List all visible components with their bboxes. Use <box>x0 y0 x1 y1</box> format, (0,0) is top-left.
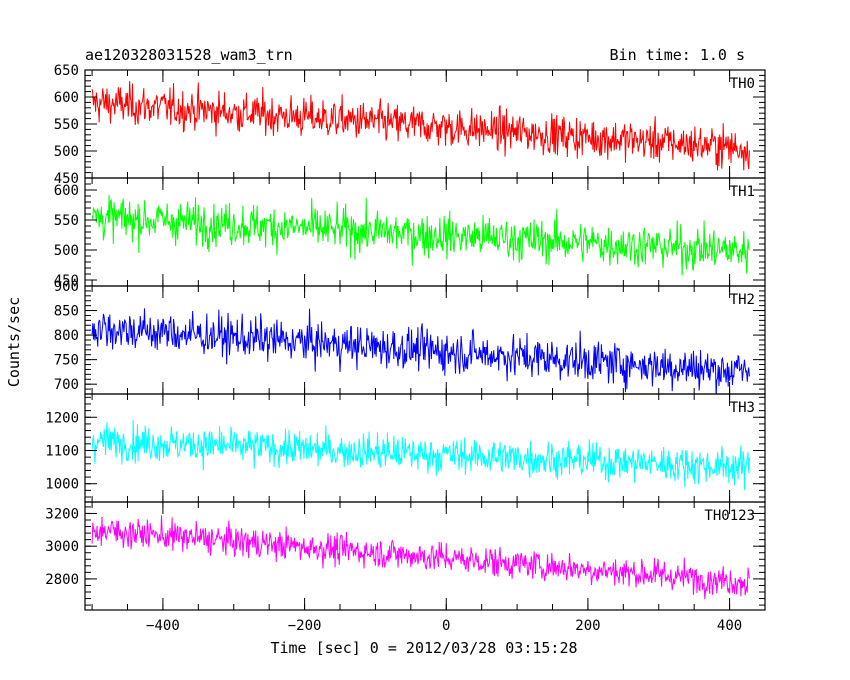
y-tick-label: 3200 <box>45 506 79 522</box>
panel-label-th0: TH0 <box>730 76 755 92</box>
panel-frame-th1 <box>84 177 766 287</box>
y-tick-label: 1000 <box>45 477 79 493</box>
y-tick-label: 550 <box>54 117 79 133</box>
x-tick-label: 0 <box>442 618 450 634</box>
y-tick-label: 2800 <box>45 572 79 588</box>
y-tick-label: 850 <box>54 304 79 320</box>
bin-time-label: Bin time: 1.0 s <box>610 46 745 64</box>
y-axis-title: Counts/sec <box>5 297 23 387</box>
series-line-th0 <box>91 80 750 171</box>
panel-frame-th0123 <box>84 501 766 611</box>
series-line-th0123 <box>91 515 750 600</box>
series-line-th2 <box>91 308 750 394</box>
x-axis-title: Time [sec] 0 = 2012/03/28 03:15:28 <box>270 639 577 657</box>
series-line-th1 <box>91 194 750 276</box>
y-tick-label: 500 <box>54 243 79 259</box>
y-tick-label: 600 <box>54 183 79 199</box>
y-tick-label: 650 <box>54 63 79 79</box>
y-tick-label: 800 <box>54 328 79 344</box>
y-tick-label: 500 <box>54 144 79 160</box>
x-tick-label: 400 <box>717 618 742 634</box>
y-tick-label: 1100 <box>45 443 79 459</box>
y-tick-label: 1200 <box>45 410 79 426</box>
chart-title-left: ae120328031528_wam3_trn <box>85 46 293 64</box>
y-tick-label: 600 <box>54 90 79 106</box>
panel-label-th0123: TH0123 <box>704 508 755 524</box>
x-tick-label: −400 <box>146 618 180 634</box>
x-tick-label: −200 <box>288 618 322 634</box>
y-tick-label: 450 <box>54 273 79 289</box>
y-tick-label: 550 <box>54 213 79 229</box>
y-tick-label: 900 <box>54 279 79 295</box>
panel-label-th3: TH3 <box>730 400 755 416</box>
y-tick-label: 750 <box>54 353 79 369</box>
y-tick-label: 450 <box>54 171 79 187</box>
panels-group: 450 500 550 600 650 TH0 450 500 550 600 TH1 700 750 8… <box>45 63 766 634</box>
x-tick-label: 200 <box>575 618 600 634</box>
y-tick-label: 3000 <box>45 539 79 555</box>
y-tick-label: 700 <box>54 377 79 393</box>
panel-label-th2: TH2 <box>730 292 755 308</box>
panel-frame-th0 <box>84 69 766 179</box>
panel-label-th1: TH1 <box>730 184 755 200</box>
series-line-th3 <box>91 419 750 490</box>
